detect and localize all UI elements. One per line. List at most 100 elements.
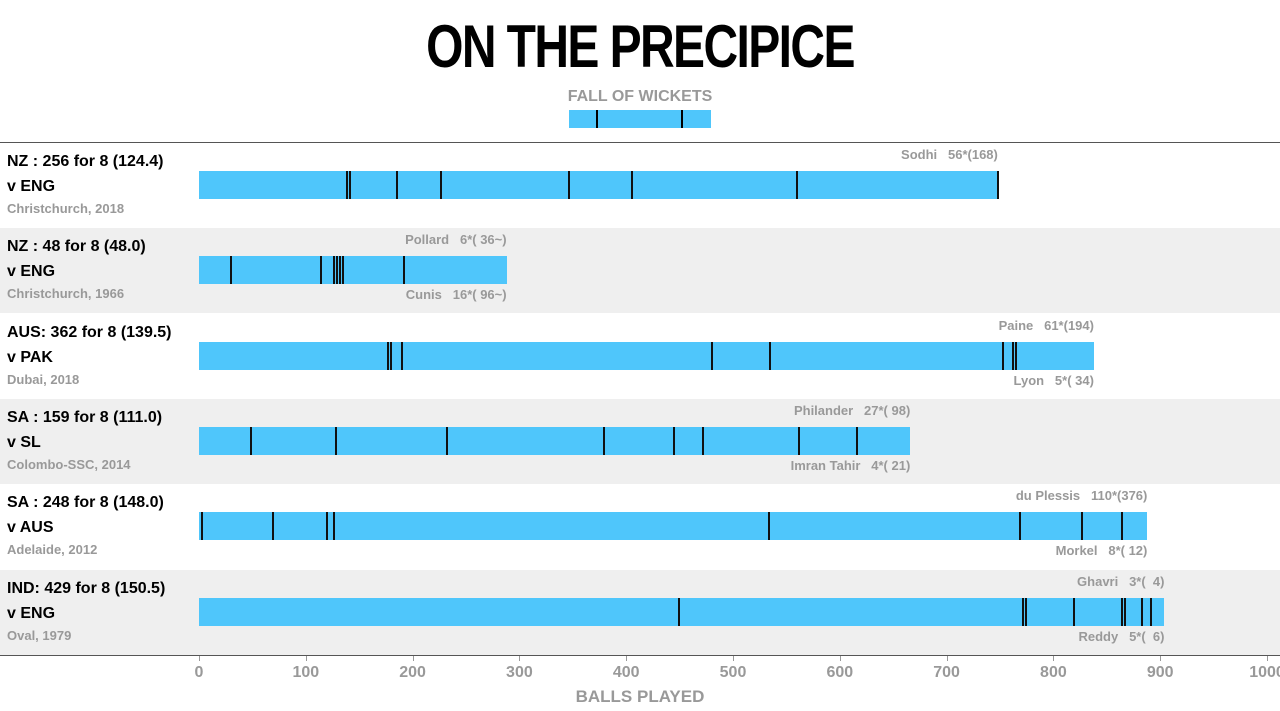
innings-opponent: v ENG	[7, 178, 56, 195]
innings-bar	[199, 256, 507, 285]
wicket-mark	[1019, 512, 1022, 541]
innings-venue: Dubai, 2018	[7, 371, 80, 387]
x-tick-label: 300	[506, 664, 533, 681]
innings-opponent: v ENG	[7, 263, 56, 281]
innings-opponent: v SL	[7, 433, 41, 451]
innings-score: SA : 159 for 8 (111.0)	[7, 408, 163, 426]
x-tick-label: 900	[1146, 664, 1174, 681]
innings-score: NZ : 48 for 8 (48.0)	[7, 238, 146, 256]
innings-bar	[199, 341, 1094, 370]
wicket-mark	[1120, 597, 1123, 626]
wicket-mark	[348, 171, 351, 199]
not-out-batter-bottom: Imran Tahir 4*( 21)	[790, 457, 911, 473]
innings-score: IND: 429 for 8 (150.5)	[7, 579, 166, 597]
x-tick-label: 0	[194, 664, 204, 681]
innings-opponent: v PAK	[7, 348, 53, 366]
x-tick-mark	[199, 656, 200, 661]
wicket-mark	[334, 426, 337, 455]
x-axis-line	[0, 655, 1280, 656]
wicket-mark	[798, 426, 801, 455]
innings-bar	[199, 597, 1165, 626]
wicket-mark	[395, 171, 398, 199]
innings-row: IND: 429 for 8 (150.5) v ENG Oval, 1979 Gha…	[0, 569, 1280, 655]
wicket-mark	[1149, 597, 1152, 626]
x-tick-label: 800	[1040, 664, 1067, 681]
wicket-mark	[326, 512, 329, 541]
innings-bar	[199, 512, 1148, 541]
innings-row: NZ : 256 for 8 (124.4) v ENG Christchurch,…	[0, 143, 1280, 228]
wicket-mark	[602, 426, 605, 455]
innings-row: SA : 159 for 8 (111.0) v SL Colombo-SSC, 2…	[0, 398, 1280, 484]
wicket-mark	[342, 256, 345, 285]
innings-opponent: v ENG	[7, 604, 56, 622]
wicket-mark	[1123, 597, 1126, 626]
wicket-mark	[796, 171, 799, 199]
wicket-mark	[319, 256, 322, 285]
wicket-mark	[335, 256, 338, 285]
wicket-mark	[445, 426, 448, 455]
wicket-mark	[673, 426, 676, 455]
wicket-mark	[1072, 597, 1075, 626]
innings-venue: Christchurch, 2018	[7, 201, 125, 216]
wicket-mark	[271, 512, 274, 541]
not-out-batter-top: Paine 61*(194)	[998, 317, 1094, 333]
not-out-batter-bottom: Morkel 8*( 12)	[1055, 543, 1148, 559]
legend-wicket-mark	[681, 110, 683, 128]
innings-row: AUS: 362 for 8 (139.5) v PAK Dubai, 2018 Pa…	[0, 314, 1280, 399]
x-tick-label: 100	[292, 664, 320, 681]
x-tick-mark	[1160, 656, 1162, 661]
wicket-mark	[567, 171, 570, 199]
wicket-mark	[332, 256, 335, 285]
not-out-batter-bottom: Lyon 5*( 34)	[1013, 372, 1094, 388]
x-axis-label: BALLS PLAYED	[575, 687, 705, 706]
x-tick-mark	[305, 656, 307, 661]
wicket-mark	[230, 256, 233, 285]
legend-wicket-mark	[596, 110, 598, 128]
innings-venue: Christchurch, 1966	[7, 286, 125, 302]
wicket-mark	[390, 341, 393, 370]
innings-venue: Oval, 1979	[7, 627, 72, 643]
innings-row: SA : 248 for 8 (148.0) v AUS Adelaide, 201…	[0, 484, 1280, 569]
x-tick-mark	[1267, 656, 1268, 661]
x-tick-mark	[1053, 656, 1055, 661]
x-tick-label: 1000	[1249, 664, 1280, 681]
not-out-batter-top: Sodhi 56*(168)	[901, 147, 998, 162]
not-out-batter-top: Philander 27*( 98)	[793, 402, 911, 418]
not-out-batter-bottom: Reddy 5*( 6)	[1078, 628, 1165, 644]
wicket-mark	[1081, 512, 1084, 541]
wicket-mark	[387, 341, 390, 370]
wicket-mark	[332, 512, 335, 541]
legend-swatch	[569, 110, 711, 128]
wicket-mark	[201, 512, 204, 541]
wicket-mark	[710, 341, 713, 370]
wicket-mark	[1120, 512, 1123, 541]
x-tick-mark	[839, 656, 841, 661]
wicket-mark	[996, 171, 999, 199]
innings-venue: Colombo-SSC, 2014	[7, 456, 131, 472]
wicket-mark	[403, 256, 406, 285]
wicket-mark	[855, 426, 858, 455]
wicket-mark	[346, 171, 349, 199]
innings-bar	[199, 426, 911, 455]
wicket-mark	[702, 426, 705, 455]
wicket-mark	[1015, 341, 1018, 370]
x-tick-label: 700	[933, 664, 960, 681]
legend-label: FALL OF WICKETS	[567, 88, 713, 105]
divider	[0, 142, 1280, 143]
x-tick-mark	[626, 656, 628, 661]
not-out-batter-top: Ghavri 3*( 4)	[1077, 573, 1165, 589]
wicket-mark	[630, 171, 633, 199]
not-out-batter-top: du Plessis 110*(376)	[1015, 488, 1148, 504]
innings-score: AUS: 362 for 8 (139.5)	[7, 323, 172, 341]
x-tick-label: 400	[612, 664, 640, 681]
x-tick-mark	[412, 656, 414, 661]
wicket-mark	[1002, 341, 1005, 370]
not-out-batter-bottom: Cunis 16*( 96~)	[405, 287, 507, 303]
x-tick-mark	[733, 656, 734, 661]
not-out-batter-top: Pollard 6*( 36~)	[405, 232, 507, 248]
x-tick-label: 500	[719, 664, 747, 681]
wicket-mark	[1011, 341, 1014, 370]
wicket-mark	[769, 341, 772, 370]
wicket-mark	[400, 341, 403, 370]
x-tick-mark	[946, 656, 948, 661]
